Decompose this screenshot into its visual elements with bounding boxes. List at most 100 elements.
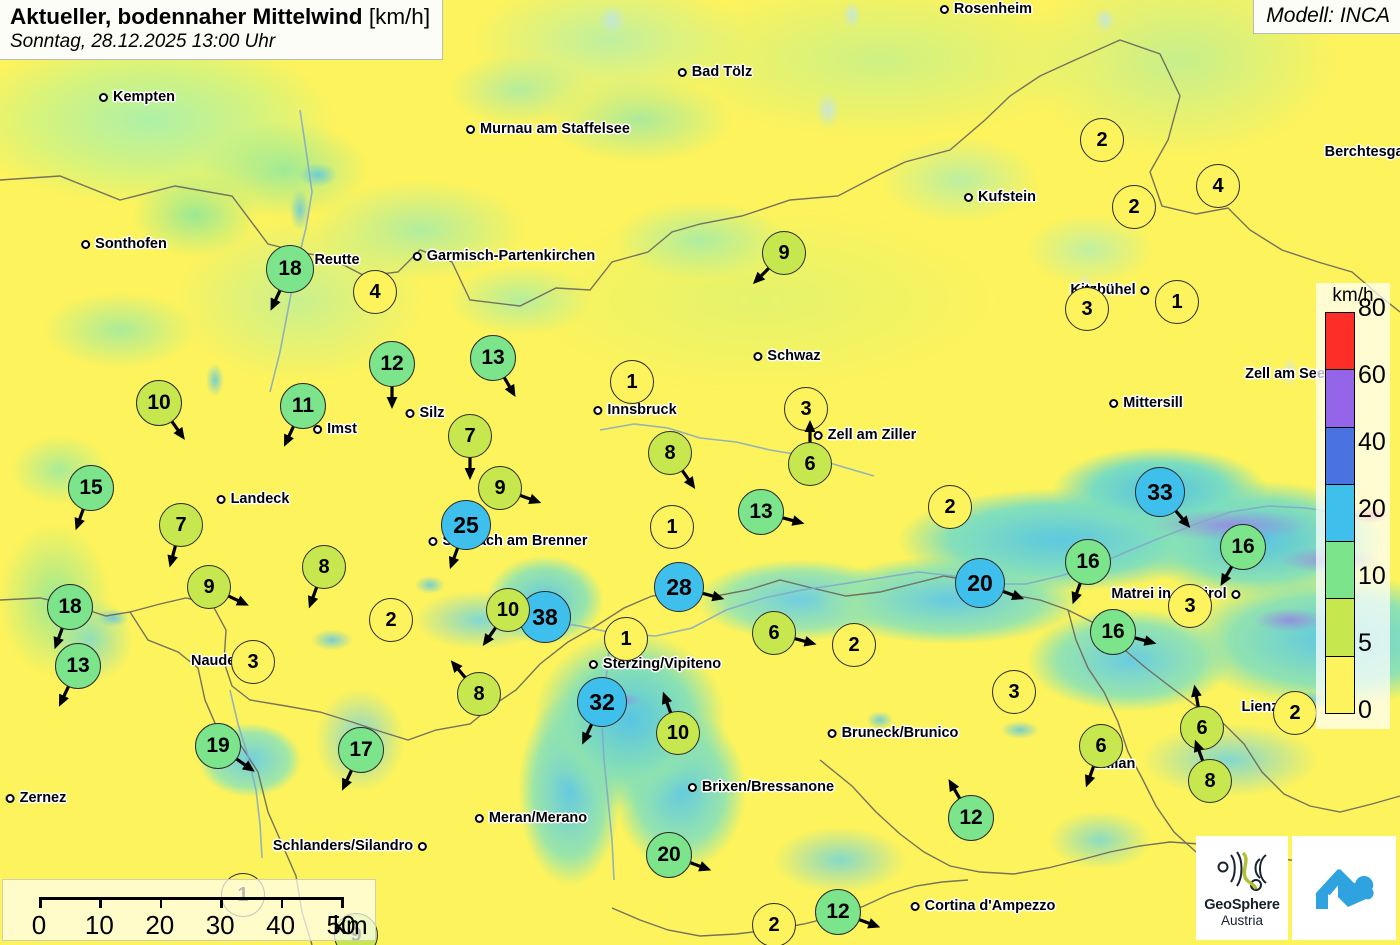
wind-station[interactable]: 9 xyxy=(752,231,806,285)
wind-station[interactable]: 6 xyxy=(788,420,832,486)
city-marker: Murnau am Staffelsee xyxy=(466,121,630,137)
scale-label-0: 0 xyxy=(31,910,47,940)
legend-band-0-5 xyxy=(1326,656,1354,713)
wind-station[interactable]: 2 xyxy=(1080,118,1124,162)
wind-speed-value: 8 xyxy=(1188,759,1232,803)
wind-station[interactable]: 8 xyxy=(648,431,696,490)
wind-direction-arrow-icon xyxy=(386,383,398,409)
scale-tick xyxy=(159,897,163,908)
wind-station[interactable]: 2 xyxy=(832,623,876,667)
wind-station[interactable]: 25 xyxy=(441,500,491,570)
wind-station[interactable]: 1 xyxy=(610,360,654,404)
city-label: Innsbruck xyxy=(607,402,677,418)
wind-station[interactable]: 20 xyxy=(955,558,1025,608)
wind-speed-value: 25 xyxy=(441,500,491,550)
legend-band-40-60 xyxy=(1326,427,1354,485)
wind-station[interactable]: 12 xyxy=(815,889,881,935)
wind-speed-value: 3 xyxy=(784,387,828,431)
wind-speed-value: 1 xyxy=(604,617,648,661)
wind-station[interactable]: 16 xyxy=(1220,524,1266,586)
scale-tick xyxy=(220,897,223,908)
wind-station[interactable]: 33 xyxy=(1135,467,1191,529)
wind-station[interactable]: 2 xyxy=(369,598,413,642)
wind-station[interactable]: 9 xyxy=(187,565,249,609)
wind-speed-value: 11 xyxy=(280,383,326,429)
scale-bar: 0 10 20 30 40 50 km xyxy=(2,879,376,941)
wind-station[interactable]: 10 xyxy=(656,691,700,755)
legend-unit-label: km/h xyxy=(1332,285,1374,306)
wind-station[interactable]: 15 xyxy=(68,465,114,531)
wind-station[interactable]: 6 xyxy=(752,611,817,655)
wind-station[interactable]: 3 xyxy=(231,640,275,684)
wind-station[interactable]: 2 xyxy=(1273,691,1317,735)
wind-station[interactable]: 8 xyxy=(450,660,501,716)
wind-station[interactable]: 20 xyxy=(646,832,712,878)
wind-station[interactable]: 13 xyxy=(55,643,101,707)
city-label: Imst xyxy=(327,421,357,437)
city-dot-icon xyxy=(474,813,484,823)
city-marker: Garmisch-Partenkirchen xyxy=(412,248,595,264)
wind-station[interactable]: 1 xyxy=(604,617,648,661)
wind-station[interactable]: 3 xyxy=(1065,287,1109,331)
wind-speed-value: 6 xyxy=(788,442,832,486)
wind-station[interactable]: 11 xyxy=(280,383,326,447)
scale-tick xyxy=(39,897,42,908)
wind-station[interactable]: 2 xyxy=(752,903,796,945)
wind-station[interactable]: 9 xyxy=(478,466,542,510)
legend-tick-0: 0 xyxy=(1358,696,1372,724)
wind-station[interactable]: 3 xyxy=(784,387,828,431)
wind-station[interactable]: 2 xyxy=(928,485,972,529)
wind-station[interactable]: 7 xyxy=(159,503,203,568)
wind-station[interactable]: 1 xyxy=(650,505,694,549)
wind-speed-value: 10 xyxy=(656,711,700,755)
wind-station[interactable]: 6 xyxy=(1079,724,1123,788)
wind-station[interactable]: 8 xyxy=(302,545,346,609)
city-marker: Imst xyxy=(313,421,357,437)
city-dot-icon xyxy=(677,67,687,77)
wind-station[interactable]: 8 xyxy=(1188,739,1232,803)
wind-station[interactable]: 4 xyxy=(1196,164,1240,208)
wind-speed-value: 10 xyxy=(486,588,530,632)
wind-station[interactable]: 18 xyxy=(47,584,93,650)
city-label: Murnau am Staffelsee xyxy=(480,121,630,137)
wind-station[interactable]: 16 xyxy=(1065,539,1111,605)
wind-station[interactable]: 4 xyxy=(353,270,397,314)
city-dot-icon xyxy=(313,424,323,434)
city-dot-icon xyxy=(1231,589,1241,599)
wind-station[interactable]: 10 xyxy=(136,380,185,440)
wind-station[interactable]: 16 xyxy=(1090,609,1157,655)
wind-station[interactable]: 3 xyxy=(992,670,1036,714)
wind-station[interactable]: 17 xyxy=(338,727,384,791)
city-label: Berchtesgaden xyxy=(1324,144,1400,160)
wind-station[interactable]: 28 xyxy=(654,562,725,612)
wind-station[interactable]: 32 xyxy=(577,677,627,745)
wind-station[interactable]: 2 xyxy=(1112,185,1156,229)
wind-direction-arrow-icon xyxy=(464,454,476,480)
wind-station[interactable]: 6 xyxy=(1180,684,1224,750)
legend-tick-5: 5 xyxy=(1358,629,1372,657)
legend-tick-20: 20 xyxy=(1358,495,1386,523)
title-box: Aktueller, bodennaher Mittelwind [km/h] … xyxy=(0,0,444,61)
city-marker: Rosenheim xyxy=(939,1,1032,17)
city-dot-icon xyxy=(910,901,920,911)
wind-station[interactable]: 12 xyxy=(369,341,415,409)
wind-station[interactable]: 7 xyxy=(448,414,492,480)
wind-speed-value: 13 xyxy=(470,335,516,381)
wind-station[interactable]: 10 xyxy=(482,588,530,647)
wind-speed-value: 19 xyxy=(195,723,241,769)
wind-station[interactable]: 13 xyxy=(470,335,516,397)
city-label: Zell am See xyxy=(1245,366,1325,382)
city-dot-icon xyxy=(418,841,428,851)
city-label: Mittersill xyxy=(1123,395,1183,411)
wind-station[interactable]: 1 xyxy=(1155,280,1199,324)
wind-station[interactable]: 3 xyxy=(1168,584,1212,628)
wind-station[interactable]: 19 xyxy=(195,723,255,772)
scale-tick xyxy=(341,897,344,908)
wind-station[interactable]: 13 xyxy=(738,489,805,535)
city-marker: Cortina d'Ampezzo xyxy=(910,898,1055,914)
city-dot-icon xyxy=(466,124,476,134)
wind-station[interactable]: 18 xyxy=(266,245,314,311)
wind-station[interactable]: 12 xyxy=(948,779,994,841)
city-dot-icon xyxy=(687,782,697,792)
